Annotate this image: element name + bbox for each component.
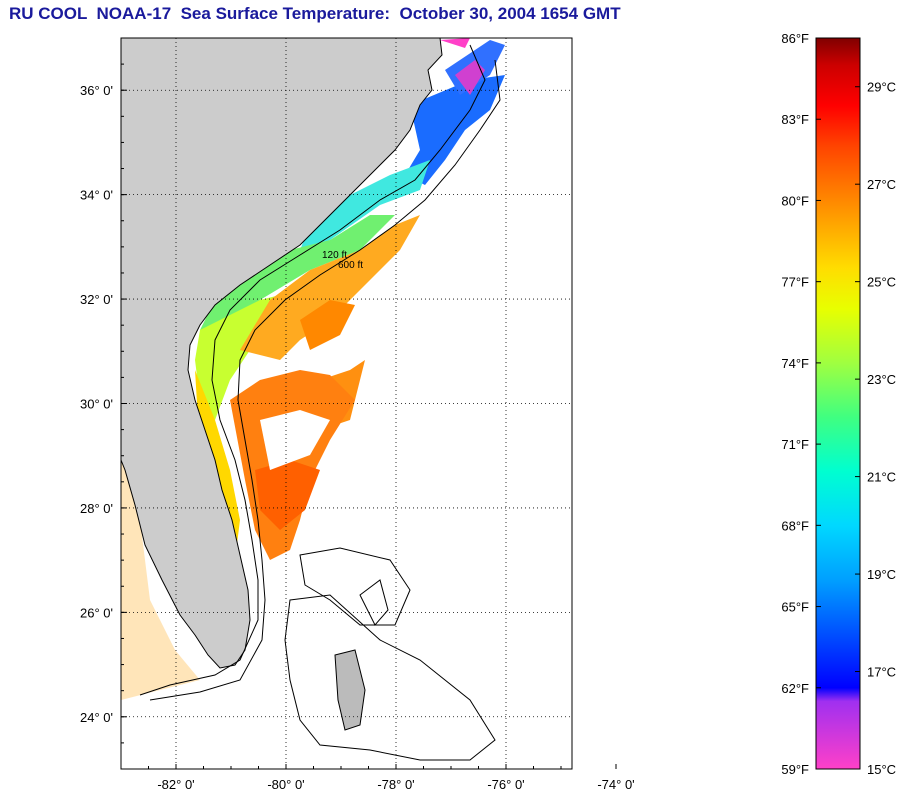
- land-bahamas-andros: [334, 649, 366, 731]
- colorbar-f-label: 74°F: [781, 356, 809, 371]
- colorbar-celsius-ticks: 29°C 27°C 25°C 23°C 21°C 19°C 17°C 15°C: [855, 80, 896, 777]
- sst-orange-patch-1: [300, 300, 355, 350]
- sst-magenta-tip: [440, 38, 470, 48]
- sst-sw-orange: [121, 460, 200, 700]
- y-tick-label: 28° 0': [80, 501, 113, 516]
- colorbar-c-label: 27°C: [867, 177, 896, 192]
- y-tick-label: 36° 0': [80, 83, 113, 98]
- colorbar-c-label: 15°C: [867, 762, 896, 777]
- colorbar-gradient: [815, 37, 861, 770]
- colorbar-f-label: 65°F: [781, 600, 809, 615]
- sst-cyan-band: [300, 160, 430, 250]
- colorbar-c-label: 29°C: [867, 80, 896, 95]
- contour-120ft: [139, 44, 486, 696]
- sst-red-patch: [255, 460, 320, 530]
- colorbar-f-label: 77°F: [781, 275, 809, 290]
- contour-label-120ft: 120 ft: [322, 250, 347, 261]
- colorbar-f-label: 80°F: [781, 193, 809, 208]
- map-panel: [121, 38, 572, 769]
- chart-title: RU COOL NOAA-17 Sea Surface Temperature:…: [9, 4, 621, 23]
- sst-orange-stream: [240, 215, 420, 360]
- y-tick-label: 24° 0': [80, 710, 113, 725]
- x-tick-label: -80° 0': [267, 777, 304, 792]
- bank-bahamas-little: [299, 547, 411, 626]
- colorbar-f-label: 86°F: [781, 31, 809, 46]
- colorbar-c-label: 17°C: [867, 665, 896, 680]
- colorbar-c-label: 21°C: [867, 470, 896, 485]
- y-axis: 24° 0' 26° 0' 28° 0' 30° 0' 32° 0' 34° 0' 36° …: [80, 37, 127, 770]
- colorbar-c-label: 23°C: [867, 372, 896, 387]
- y-tick-label: 26° 0': [80, 605, 113, 620]
- colorbar-f-label: 83°F: [781, 112, 809, 127]
- colorbar-c-label: 25°C: [867, 275, 896, 290]
- colorbar-f-label: 59°F: [781, 762, 809, 777]
- x-axis: -82° 0' -80° 0' -78° 0' -76° 0' -74° 0': [120, 764, 635, 792]
- colorbar-fahrenheit-ticks: 86°F 83°F 80°F 77°F 74°F 71°F 68°F 65°F 62°F 59°F: [781, 31, 821, 777]
- colorbar-f-label: 68°F: [781, 518, 809, 533]
- contour-labels: 120 ft 600 ft: [322, 250, 363, 271]
- contour-600ft: [149, 59, 501, 701]
- x-tick-label: -74° 0': [597, 777, 634, 792]
- land-bahamas-abaco: [359, 579, 389, 626]
- sst-magenta-north: [455, 60, 485, 95]
- land-us-mainland: [121, 38, 443, 669]
- contour-label-600ft: 600 ft: [338, 260, 363, 271]
- colorbar-f-label: 62°F: [781, 681, 809, 696]
- colorbar-f-label: 71°F: [781, 437, 809, 452]
- bank-bahamas-great: [284, 594, 496, 761]
- x-tick-label: -82° 0': [157, 777, 194, 792]
- colorbar-c-label: 19°C: [867, 567, 896, 582]
- y-tick-label: 34° 0': [80, 188, 113, 203]
- x-tick-label: -76° 0': [487, 777, 524, 792]
- colorbar: 86°F 83°F 80°F 77°F 74°F 71°F 68°F 65°F 62°F 59°F…: [781, 31, 896, 777]
- sst-white-cloud: [260, 410, 330, 470]
- y-tick-label: 32° 0': [80, 292, 113, 307]
- sst-green-band: [200, 215, 395, 330]
- x-tick-label: -78° 0': [377, 777, 414, 792]
- y-tick-label: 30° 0': [80, 397, 113, 412]
